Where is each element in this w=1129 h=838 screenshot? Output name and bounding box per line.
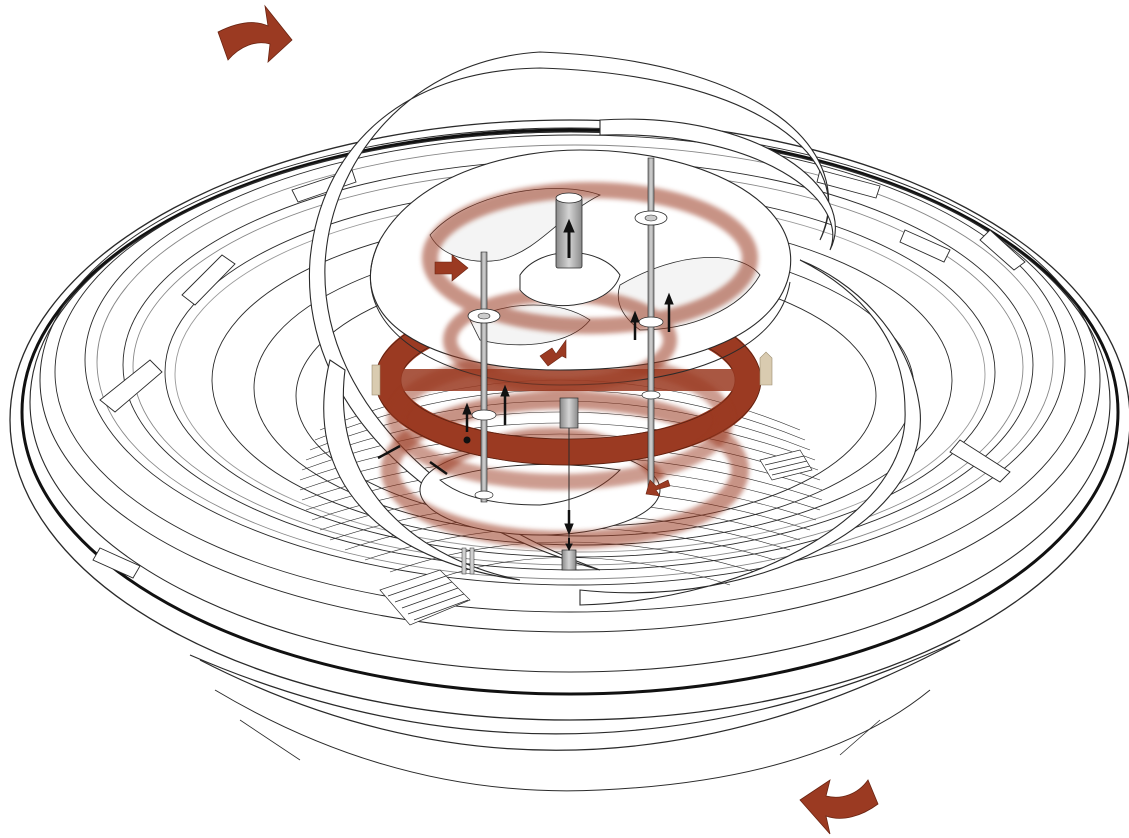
base-plinth bbox=[189, 639, 961, 792]
outer-rim-lip bbox=[39, 127, 1101, 633]
flow-arrow-right-up-2 bbox=[664, 292, 674, 332]
frame-lines bbox=[377, 444, 448, 476]
base-lower-rim-2 bbox=[189, 639, 961, 735]
ribbon-center-curl bbox=[323, 359, 521, 581]
post-left bbox=[467, 251, 501, 503]
post-stubs bbox=[461, 547, 475, 575]
base-foot bbox=[214, 689, 931, 792]
beige-markers bbox=[371, 351, 773, 396]
outer-rim-band-dark bbox=[20, 128, 1120, 696]
circulation-arrow-top bbox=[434, 254, 469, 282]
vertical-posts bbox=[461, 157, 668, 575]
circulation-arrow-mid bbox=[539, 339, 567, 367]
terrace-walls bbox=[92, 169, 1026, 579]
rotation-arrow-icon bbox=[217, 4, 879, 835]
circulation-arrow-icon bbox=[434, 254, 671, 497]
flow-arrow-core-up bbox=[563, 218, 575, 258]
rotation-arrow-top-left bbox=[217, 4, 293, 64]
ribbon-upper-arc bbox=[599, 118, 836, 251]
flow-arrow-down-2 bbox=[565, 538, 573, 552]
spiral-ribbons bbox=[308, 51, 921, 606]
post-right bbox=[634, 157, 668, 489]
circulation-arrow-right bbox=[645, 479, 671, 497]
rotation-arrow-bottom-right bbox=[799, 779, 879, 835]
flow-arrow-left-up-1 bbox=[462, 402, 472, 432]
ribbon-left-large bbox=[308, 51, 830, 571]
flow-arrow-right-up-1 bbox=[630, 310, 640, 340]
base-lower-rim bbox=[199, 639, 961, 751]
flow-arrow-left-up-2 bbox=[500, 384, 510, 425]
ribbon-right-large bbox=[579, 259, 921, 606]
stairs bbox=[379, 449, 813, 626]
vertical-flow-arrow-icon bbox=[462, 218, 674, 552]
flow-arrow-down-1 bbox=[564, 510, 574, 536]
